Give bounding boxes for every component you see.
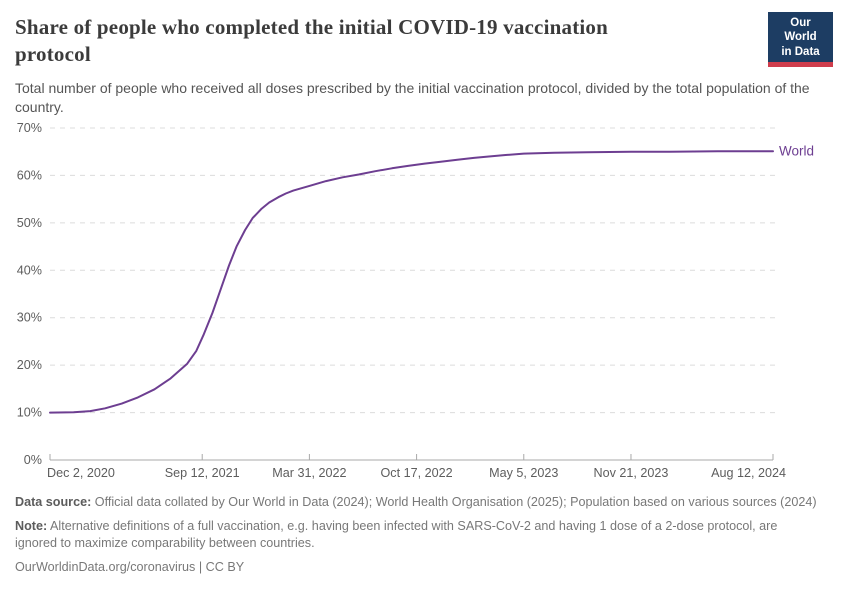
series-label-world[interactable]: World: [779, 144, 814, 159]
attribution-line: OurWorldinData.org/coronavirus | CC BY: [15, 559, 820, 576]
x-tick-label: Aug 12, 2024: [711, 466, 786, 480]
x-tick-label: Oct 17, 2022: [381, 466, 453, 480]
y-tick-label: 50%: [17, 216, 42, 230]
chart-subtitle: Total number of people who received all …: [15, 79, 810, 116]
attribution-separator: |: [195, 560, 206, 575]
chart-header: Share of people who completed the initia…: [15, 14, 835, 118]
x-tick-label: Mar 31, 2022: [272, 466, 346, 480]
x-tick-label: Dec 2, 2020: [47, 466, 115, 480]
owid-logo-line2: in Data: [781, 45, 820, 58]
y-tick-label: 70%: [17, 121, 42, 135]
line-chart[interactable]: 0% 10% 20% 30% 40% 50% 60% 70% Dec 2, 2020 Sep 12…: [0, 118, 850, 490]
y-tick-label: 10%: [17, 406, 42, 420]
owid-coronavirus-link[interactable]: OurWorldinData.org/coronavirus: [15, 560, 196, 575]
chart-footer: Data source: Official data collated by O…: [15, 494, 820, 584]
series-line-world[interactable]: [49, 150, 774, 414]
note-line: Note: Alternative definitions of a full …: [15, 518, 820, 552]
y-tick-label: 0%: [24, 453, 42, 467]
y-tick-label: 30%: [17, 311, 42, 325]
license-label: CC BY: [205, 560, 245, 575]
data-source-line: Data source: Official data collated by O…: [15, 494, 820, 511]
owid-logo-line1: Our World: [784, 17, 817, 44]
y-tick-label: 20%: [17, 358, 42, 372]
y-tick-label: 60%: [17, 168, 42, 182]
chart-title: Share of people who completed the initia…: [15, 15, 608, 67]
x-tick-label: Nov 21, 2023: [594, 466, 669, 480]
data-source-text: Official data collated by Our World in D…: [91, 495, 817, 509]
y-tick-label: 40%: [17, 263, 42, 277]
x-tick-label: Sep 12, 2021: [165, 466, 240, 480]
data-source-label: Data source:: [15, 495, 92, 509]
note-label: Note:: [15, 519, 48, 534]
owid-logo[interactable]: Our World in Data: [768, 12, 833, 68]
x-tick-label: May 5, 2023: [489, 466, 558, 480]
note-text: Alternative definitions of a full vaccin…: [15, 519, 778, 551]
